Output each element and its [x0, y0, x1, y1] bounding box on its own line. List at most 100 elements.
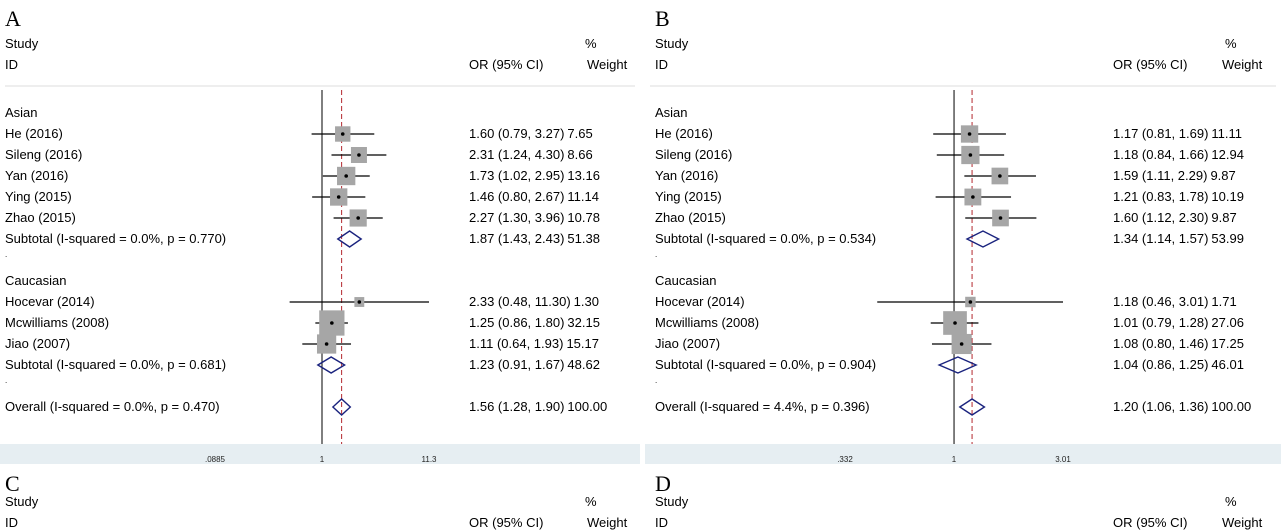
- or-ci-value: 1.60 (0.79, 3.27): [469, 126, 565, 141]
- weight-value: 100.00: [1211, 399, 1252, 414]
- point-estimate: [330, 321, 334, 325]
- point-estimate: [953, 321, 957, 325]
- weight-value: 10.19: [1211, 189, 1244, 204]
- weight-value: 1.30: [573, 294, 599, 309]
- weight-value: 7.65: [567, 126, 593, 141]
- or-ci-value: 1.17 (0.81, 1.69): [1113, 126, 1209, 141]
- point-estimate: [971, 195, 975, 199]
- or-ci-value: 1.01 (0.79, 1.28): [1113, 315, 1209, 330]
- panel-letter: B: [655, 6, 670, 31]
- or-ci-value: 1.56 (1.28, 1.90): [469, 399, 565, 414]
- or-ci-value: 1.34 (1.14, 1.57): [1113, 231, 1209, 246]
- subtotal-label: Subtotal (I-squared = 0.0%, p = 0.770): [5, 231, 227, 246]
- point-estimate: [336, 195, 341, 199]
- group-label: Asian: [655, 105, 688, 120]
- panel-letter: A: [5, 6, 21, 31]
- or-ci-value: 2.27 (1.30, 3.96): [469, 210, 565, 225]
- or-ci-value: 1.04 (0.86, 1.25): [1113, 357, 1209, 372]
- group-label: Caucasian: [5, 273, 67, 288]
- weight-value: 9.87: [1211, 210, 1237, 225]
- header-weight: Weight: [587, 515, 628, 530]
- or-ci-value: 1.08 (0.80, 1.46): [1113, 336, 1209, 351]
- x-tick-label: 1: [951, 455, 957, 464]
- point-estimate: [356, 216, 360, 220]
- subtotal-diamond: [965, 230, 1001, 248]
- study-label: Zhao (2015): [5, 210, 76, 225]
- x-tick-label: 3.01: [1055, 455, 1071, 464]
- weight-value: 100.00: [567, 399, 608, 414]
- panel-letter: C: [5, 471, 20, 496]
- weight-value: 11.14: [567, 189, 599, 204]
- header-percent: %: [585, 494, 597, 509]
- overall-diamond: [958, 398, 986, 416]
- header-id: ID: [655, 57, 668, 72]
- or-ci-value: 1.21 (0.83, 1.78): [1113, 189, 1209, 204]
- overall-label: Overall (I-squared = 4.4%, p = 0.396): [655, 399, 870, 414]
- header-or: OR (95% CI): [469, 57, 544, 72]
- header-weight: Weight: [1222, 57, 1263, 72]
- header-id: ID: [5, 57, 18, 72]
- point-estimate: [998, 174, 1002, 178]
- weight-value: 12.94: [1211, 147, 1244, 162]
- study-label: He (2016): [5, 126, 63, 141]
- study-label: Yan (2016): [655, 168, 719, 183]
- subtotal-label: Subtotal (I-squared = 0.0%, p = 0.904): [655, 357, 877, 372]
- header-study: Study: [655, 36, 689, 51]
- study-label: Ying (2015): [5, 189, 72, 204]
- point-estimate: [357, 153, 361, 157]
- x-axis-band: [645, 444, 1281, 464]
- spacer-dot: .: [5, 376, 8, 385]
- point-estimate: [357, 300, 362, 304]
- point-estimate: [968, 300, 973, 304]
- study-label: Jiao (2007): [655, 336, 721, 351]
- study-label: Yan (2016): [5, 168, 69, 183]
- or-ci-value: 1.60 (1.12, 2.30): [1113, 210, 1209, 225]
- point-estimate: [968, 153, 973, 157]
- or-ci-value: 1.59 (1.11, 2.29): [1113, 168, 1208, 183]
- or-ci-value: 1.18 (0.84, 1.66): [1113, 147, 1209, 162]
- point-estimate: [998, 216, 1003, 220]
- group-label: Caucasian: [655, 273, 717, 288]
- weight-value: 46.01: [1211, 357, 1244, 372]
- study-label: Hocevar (2014): [655, 294, 745, 309]
- or-ci-value: 1.20 (1.06, 1.36): [1113, 399, 1209, 414]
- overall-diamond: [331, 398, 352, 416]
- weight-value: 53.99: [1211, 231, 1244, 246]
- point-estimate: [959, 342, 964, 346]
- or-ci-value: 1.87 (1.43, 2.43): [469, 231, 565, 246]
- study-label: Mcwilliams (2008): [655, 315, 760, 330]
- subtotal-diamond: [937, 356, 978, 374]
- header-or: OR (95% CI): [1113, 57, 1188, 72]
- weight-value: 1.71: [1211, 294, 1237, 309]
- header-or: OR (95% CI): [1113, 515, 1188, 530]
- or-ci-value: 2.31 (1.24, 4.30): [469, 147, 565, 162]
- header-study: Study: [5, 36, 39, 51]
- point-estimate: [344, 174, 348, 178]
- or-ci-value: 1.11 (0.64, 1.93): [469, 336, 564, 351]
- or-ci-value: 1.73 (1.02, 2.95): [469, 168, 565, 183]
- x-axis-band: [0, 444, 640, 464]
- or-ci-value: 1.23 (0.91, 1.67): [469, 357, 565, 372]
- study-label: Sileng (2016): [655, 147, 733, 162]
- study-label: Sileng (2016): [5, 147, 83, 162]
- subtotal-label: Subtotal (I-squared = 0.0%, p = 0.534): [655, 231, 877, 246]
- header-study: Study: [5, 494, 39, 509]
- or-ci-value: 2.33 (0.48, 11.30): [469, 294, 571, 309]
- weight-value: 17.25: [1211, 336, 1244, 351]
- header-id: ID: [5, 515, 18, 530]
- weight-value: 48.62: [567, 357, 600, 372]
- header-percent: %: [585, 36, 597, 51]
- header-or: OR (95% CI): [469, 515, 544, 530]
- study-label: Mcwilliams (2008): [5, 315, 110, 330]
- x-tick-label: .0885: [204, 455, 226, 464]
- study-label: Hocevar (2014): [5, 294, 95, 309]
- header-percent: %: [1225, 36, 1237, 51]
- weight-value: 27.06: [1211, 315, 1244, 330]
- header-weight: Weight: [587, 57, 628, 72]
- point-estimate: [967, 132, 972, 136]
- point-estimate: [324, 342, 329, 346]
- or-ci-value: 1.46 (0.80, 2.67): [469, 189, 565, 204]
- weight-value: 9.87: [1210, 168, 1236, 183]
- subtotal-label: Subtotal (I-squared = 0.0%, p = 0.681): [5, 357, 227, 372]
- study-label: Zhao (2015): [655, 210, 726, 225]
